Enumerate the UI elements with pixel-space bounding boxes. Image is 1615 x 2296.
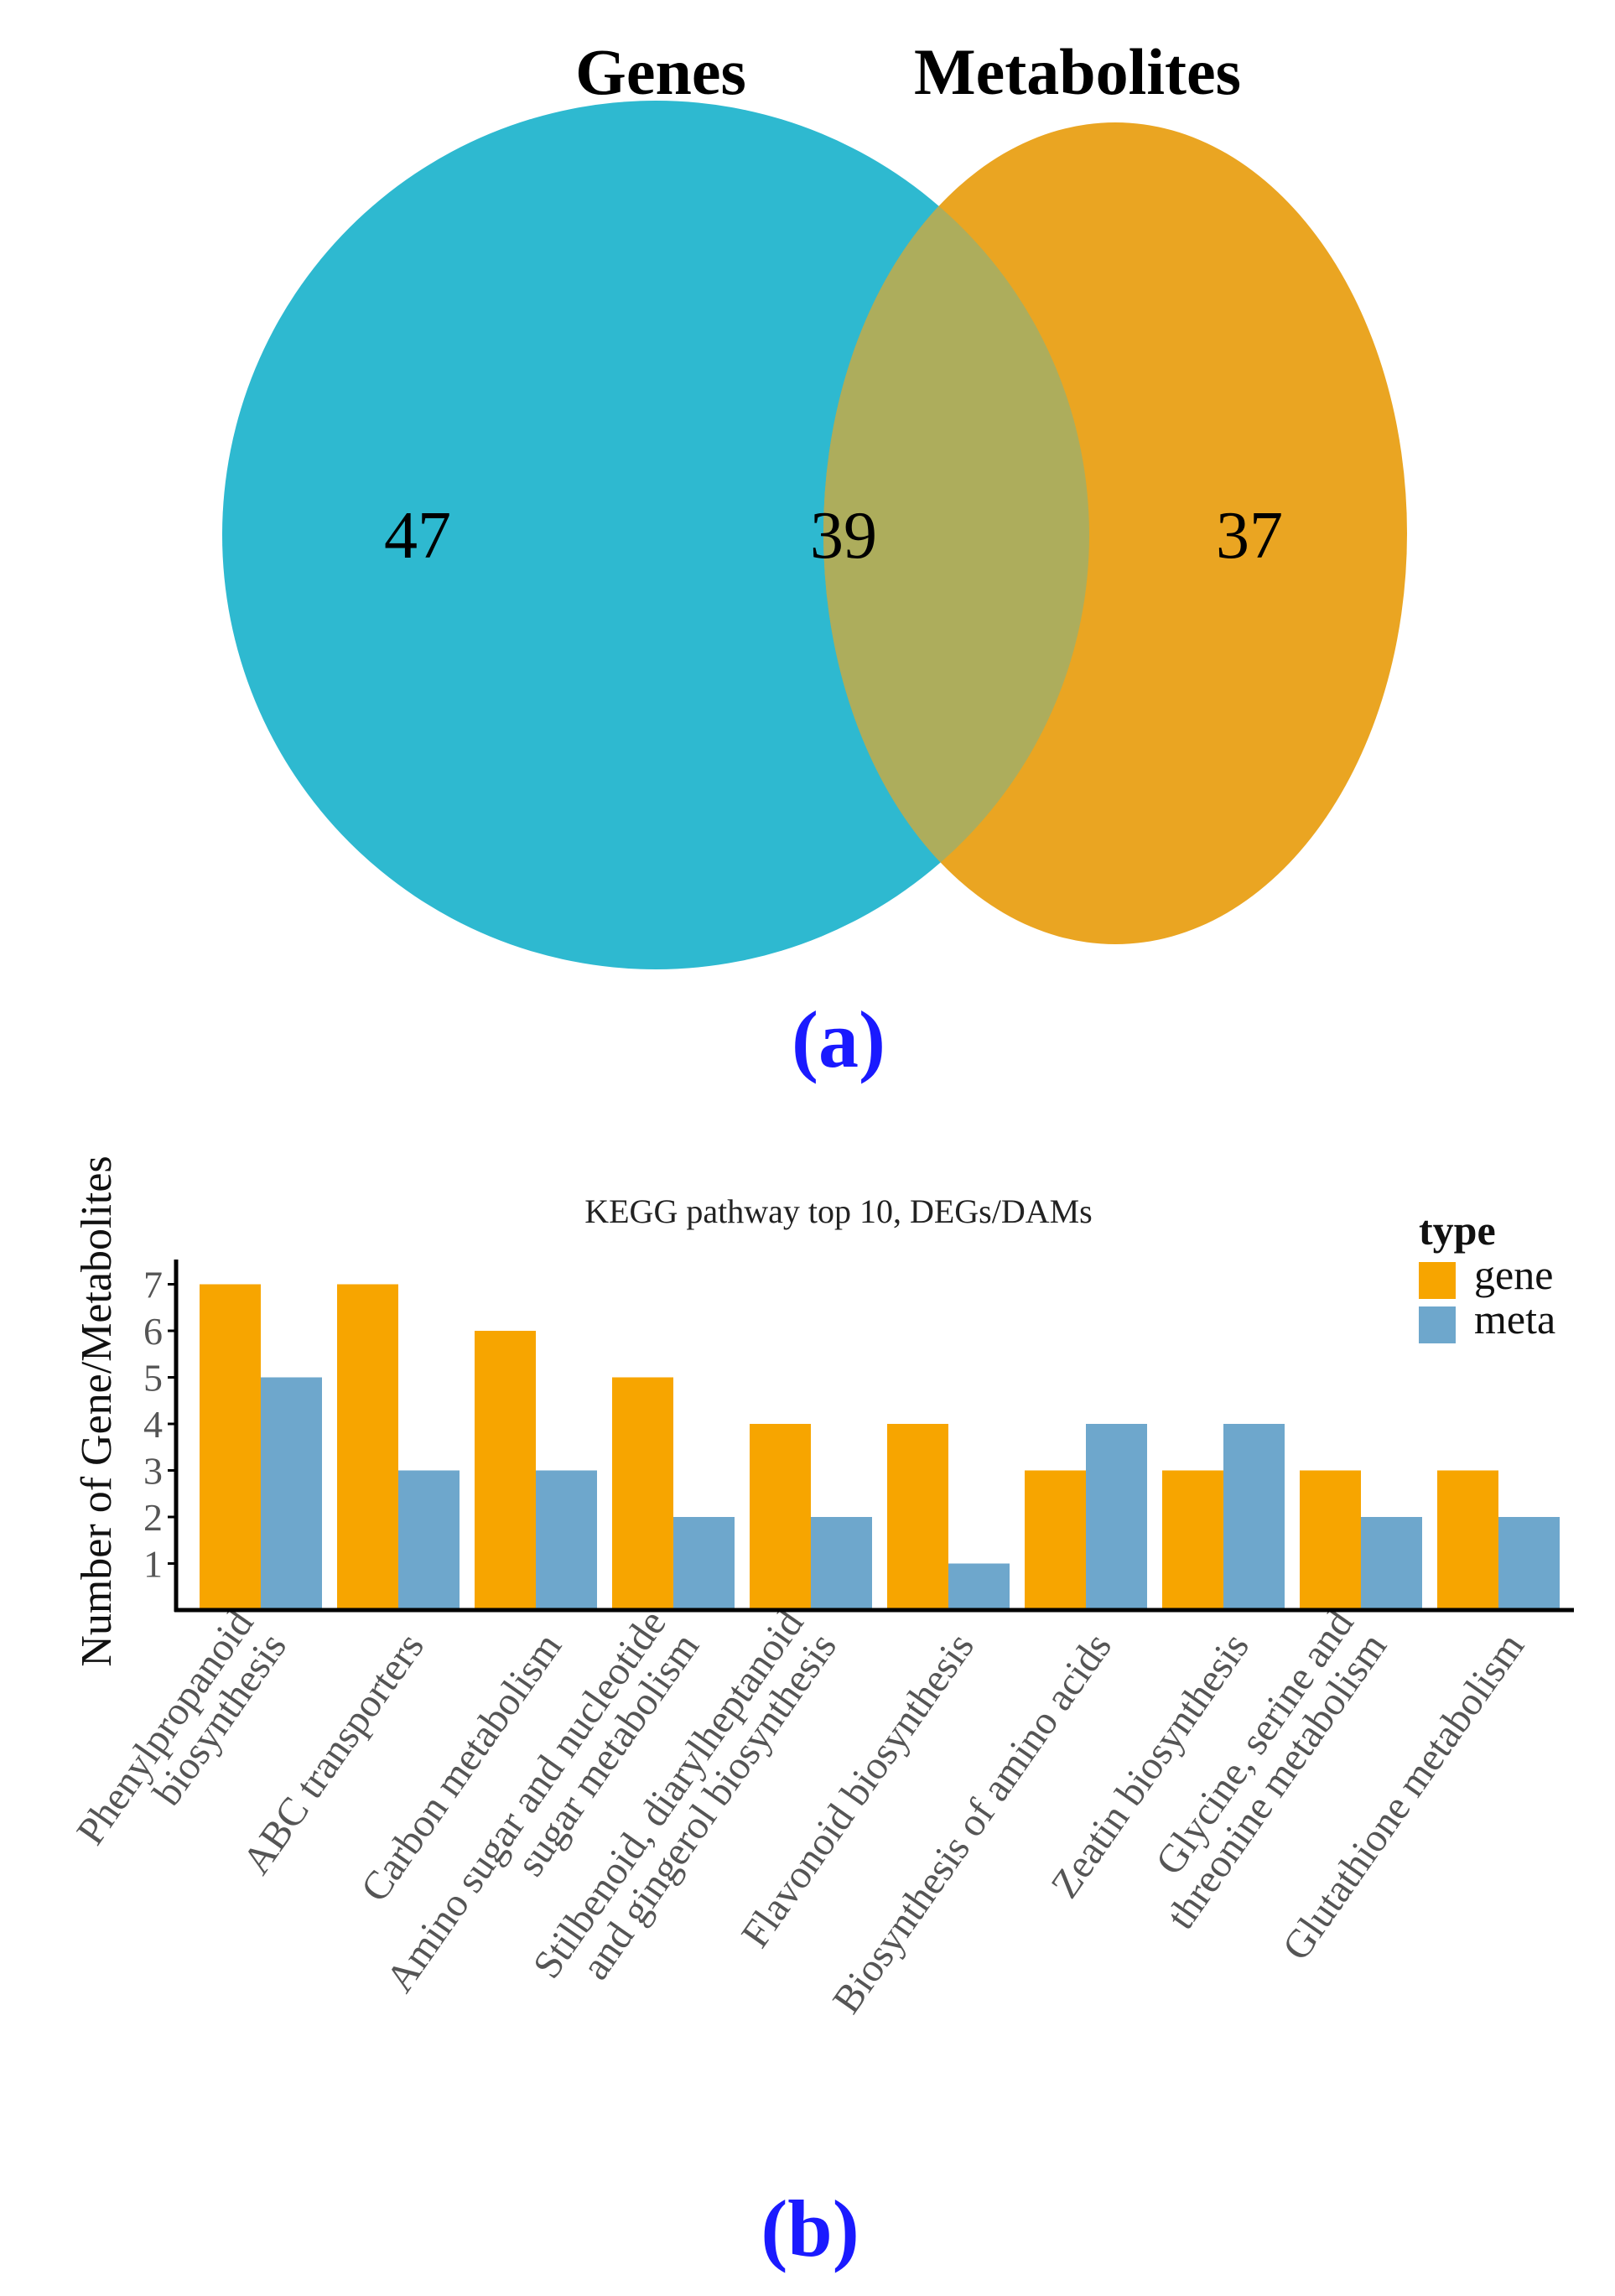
y-tick-label-6: 6 (143, 1310, 163, 1353)
y-tick-label-2: 2 (143, 1496, 163, 1539)
bar-meta-9 (1361, 1517, 1422, 1610)
bar-gene-10 (1437, 1470, 1498, 1610)
bar-gene-7 (1025, 1470, 1086, 1610)
venn-diagram: Genes Metabolites 47 39 37 (a) (222, 35, 1407, 1084)
bar-gene-1 (200, 1284, 261, 1610)
chart-title: KEGG pathway top 10, DEGs/DAMs (584, 1192, 1093, 1230)
venn-count-metabolites-only: 37 (1216, 499, 1283, 573)
bar-meta-8 (1223, 1424, 1285, 1610)
panel-label-a: (a) (792, 995, 885, 1084)
legend-swatch-meta (1419, 1306, 1456, 1343)
panel-label-b: (b) (761, 2184, 859, 2273)
legend-swatch-gene (1419, 1262, 1456, 1299)
overlap-region (823, 122, 1089, 944)
y-axis-label: Number of Gene/Metabolites (73, 1156, 121, 1666)
legend-label-gene: gene (1474, 1251, 1553, 1298)
bar-meta-5 (811, 1517, 872, 1610)
y-tick-label-7: 7 (143, 1264, 163, 1306)
bar-meta-4 (673, 1517, 735, 1610)
bar-gene-4 (612, 1377, 673, 1610)
legend: type gene meta (1419, 1207, 1555, 1343)
legend-title: type (1419, 1207, 1496, 1254)
venn-set-label-metabolites: Metabolites (914, 35, 1241, 108)
y-tick-label-5: 5 (143, 1357, 163, 1400)
x-tick-label-7: Biosynthesis of amino acids (824, 1625, 1120, 2022)
venn-count-genes-only: 47 (384, 499, 451, 573)
bar-gene-9 (1300, 1470, 1361, 1610)
venn-count-intersection: 39 (810, 499, 877, 573)
y-tick-label-3: 3 (143, 1450, 163, 1493)
bar-meta-1 (261, 1377, 322, 1610)
bar-meta-7 (1086, 1424, 1147, 1610)
bar-gene-8 (1162, 1470, 1223, 1610)
venn-set-label-genes: Genes (575, 35, 746, 108)
bar-meta-10 (1498, 1517, 1560, 1610)
x-tick-label-line: Biosynthesis of amino acids (824, 1625, 1120, 2022)
y-tick-label-1: 1 (143, 1543, 163, 1586)
bar-gene-5 (750, 1424, 811, 1610)
legend-label-meta: meta (1474, 1296, 1555, 1343)
y-tick-label-4: 4 (143, 1403, 163, 1446)
kegg-bar-chart: KEGG pathway top 10, DEGs/DAMs Number of… (68, 1156, 1574, 2273)
bar-meta-6 (948, 1563, 1010, 1610)
bar-gene-3 (475, 1331, 536, 1610)
bar-meta-3 (536, 1470, 597, 1610)
bar-gene-6 (887, 1424, 948, 1610)
bar-gene-2 (337, 1284, 398, 1610)
bar-series (200, 1284, 1560, 1610)
bar-meta-2 (398, 1470, 460, 1610)
